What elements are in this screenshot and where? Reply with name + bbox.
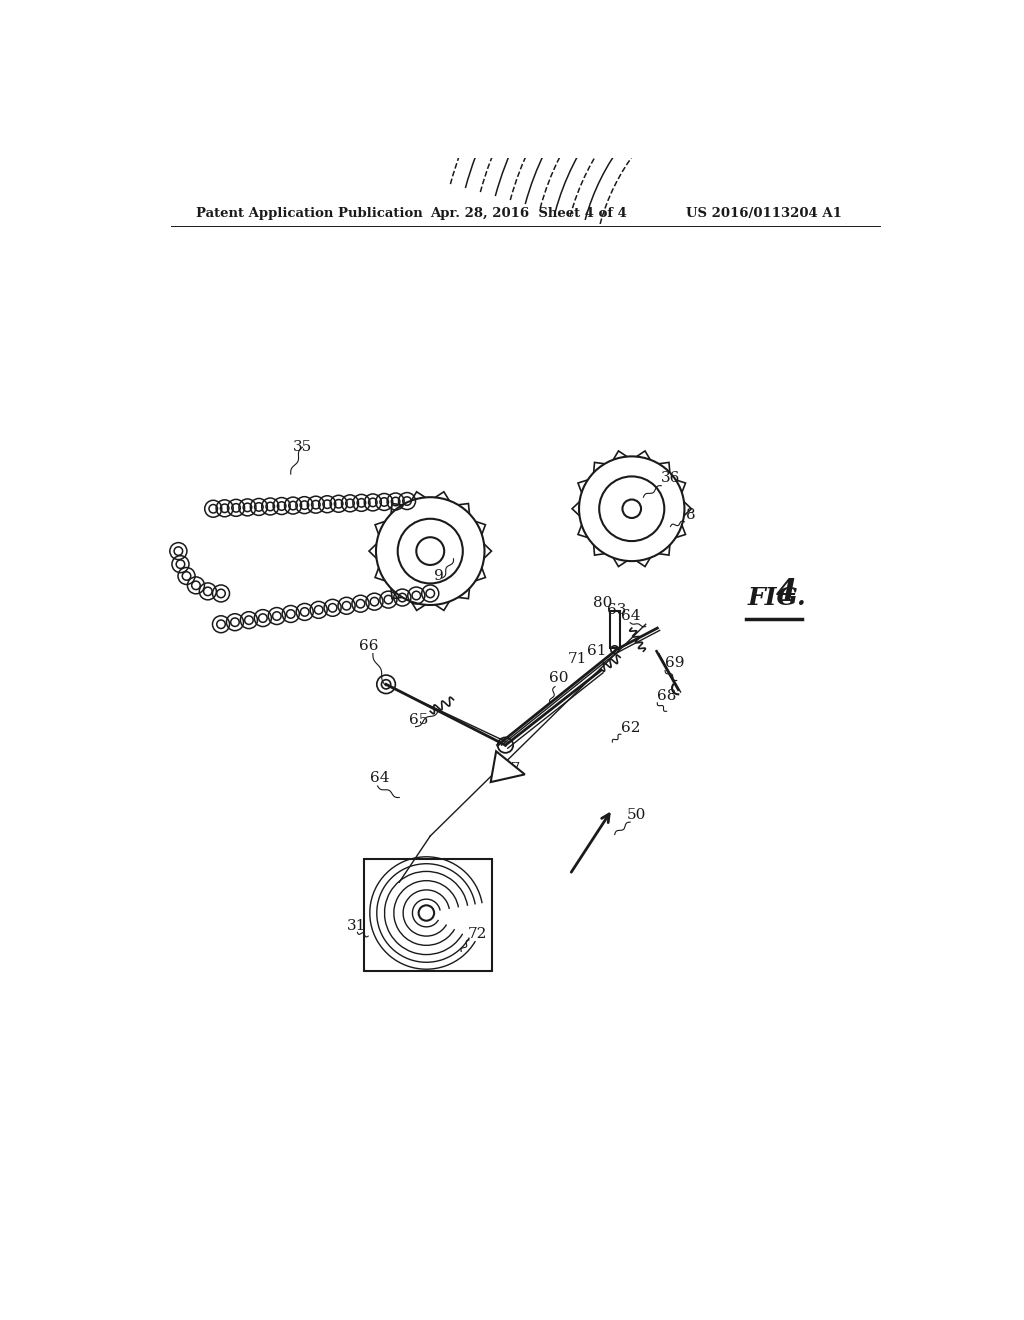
Text: 8: 8 (686, 508, 695, 521)
Text: Patent Application Publication: Patent Application Publication (197, 207, 423, 220)
Text: 62: 62 (621, 721, 640, 735)
Text: US 2016/0113204 A1: US 2016/0113204 A1 (686, 207, 842, 220)
Text: 67: 67 (501, 762, 520, 776)
Text: 61: 61 (587, 644, 606, 659)
Text: 72: 72 (467, 927, 486, 941)
Text: FIG.: FIG. (748, 586, 807, 610)
Polygon shape (490, 751, 524, 781)
Text: 66: 66 (359, 639, 379, 652)
Text: 9: 9 (434, 569, 443, 583)
Text: Apr. 28, 2016  Sheet 4 of 4: Apr. 28, 2016 Sheet 4 of 4 (430, 207, 627, 220)
Text: 60: 60 (549, 671, 568, 685)
Text: 68: 68 (657, 689, 677, 702)
Text: 63: 63 (607, 603, 627, 618)
Text: 64: 64 (621, 610, 640, 623)
Text: 4: 4 (776, 577, 797, 609)
Text: 65: 65 (410, 713, 429, 727)
Text: 64: 64 (370, 771, 389, 785)
Text: 50: 50 (627, 808, 646, 822)
Text: 80: 80 (593, 597, 612, 610)
Text: 69: 69 (665, 656, 685, 669)
Text: 35: 35 (293, 440, 312, 454)
Text: 31: 31 (347, 919, 367, 933)
Text: 36: 36 (662, 471, 681, 484)
Text: 71: 71 (567, 652, 587, 665)
